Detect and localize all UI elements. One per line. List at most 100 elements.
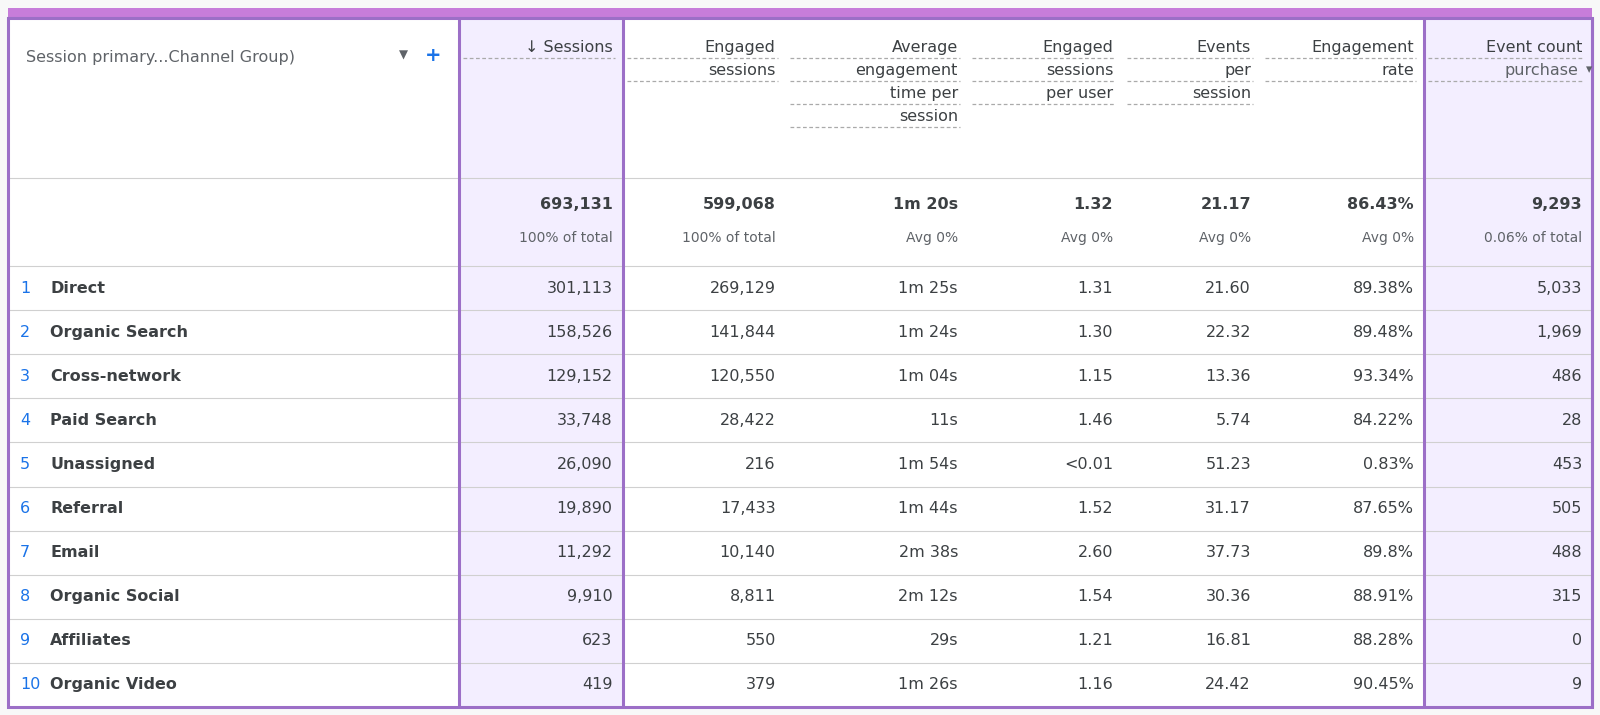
Text: 9: 9	[1571, 677, 1582, 692]
Text: 28,422: 28,422	[720, 413, 776, 428]
Text: 1.21: 1.21	[1077, 633, 1114, 649]
Text: Avg 0%: Avg 0%	[906, 231, 958, 245]
Text: 1m 26s: 1m 26s	[899, 677, 958, 692]
Text: Avg 0%: Avg 0%	[1061, 231, 1114, 245]
Text: 1m 24s: 1m 24s	[899, 325, 958, 340]
Text: 9,293: 9,293	[1531, 197, 1582, 212]
Text: 505: 505	[1552, 501, 1582, 516]
Text: 90.45%: 90.45%	[1354, 677, 1414, 692]
Text: Referral: Referral	[50, 501, 123, 516]
Text: 10: 10	[19, 677, 40, 692]
Text: 269,129: 269,129	[710, 280, 776, 295]
Text: 88.28%: 88.28%	[1354, 633, 1414, 649]
Bar	[459, 18, 622, 707]
Text: Avg 0%: Avg 0%	[1362, 231, 1414, 245]
Text: 11,292: 11,292	[557, 545, 613, 560]
Text: 17,433: 17,433	[720, 501, 776, 516]
Text: rate: rate	[1381, 63, 1414, 78]
Text: 31.17: 31.17	[1205, 501, 1251, 516]
Text: 453: 453	[1552, 457, 1582, 472]
Text: 5: 5	[19, 457, 30, 472]
Text: 2m 12s: 2m 12s	[899, 589, 958, 604]
Text: 120,550: 120,550	[710, 369, 776, 384]
Text: 6: 6	[19, 501, 30, 516]
Text: 7: 7	[19, 545, 30, 560]
Text: 550: 550	[746, 633, 776, 649]
Text: 1m 25s: 1m 25s	[899, 280, 958, 295]
Text: sessions: sessions	[709, 63, 776, 78]
Bar	[1424, 18, 1592, 707]
Text: 1.15: 1.15	[1077, 369, 1114, 384]
Text: ▾: ▾	[1582, 63, 1592, 76]
Text: 16.81: 16.81	[1205, 633, 1251, 649]
Text: 0.06% of total: 0.06% of total	[1483, 231, 1582, 245]
Text: session: session	[1192, 86, 1251, 101]
Text: 2m 38s: 2m 38s	[899, 545, 958, 560]
Text: 89.38%: 89.38%	[1354, 280, 1414, 295]
Text: 21.17: 21.17	[1200, 197, 1251, 212]
Text: sessions: sessions	[1046, 63, 1114, 78]
Text: Unassigned: Unassigned	[50, 457, 155, 472]
Text: Paid Search: Paid Search	[50, 413, 157, 428]
Text: 93.34%: 93.34%	[1354, 369, 1414, 384]
Text: 26,090: 26,090	[557, 457, 613, 472]
Text: Direct: Direct	[50, 280, 106, 295]
Text: 1,969: 1,969	[1536, 325, 1582, 340]
Text: 9,910: 9,910	[566, 589, 613, 604]
Text: 28: 28	[1562, 413, 1582, 428]
Text: 301,113: 301,113	[547, 280, 613, 295]
Text: 379: 379	[746, 677, 776, 692]
Text: per user: per user	[1046, 86, 1114, 101]
Text: 315: 315	[1552, 589, 1582, 604]
Text: Engaged: Engaged	[706, 40, 776, 55]
Text: ▼: ▼	[400, 49, 408, 62]
Text: 4: 4	[19, 413, 30, 428]
Text: 89.8%: 89.8%	[1363, 545, 1414, 560]
Text: 1: 1	[19, 280, 30, 295]
Text: Event count: Event count	[1486, 40, 1582, 55]
Text: 88.91%: 88.91%	[1354, 589, 1414, 604]
Text: 51.23: 51.23	[1205, 457, 1251, 472]
Text: 1.32: 1.32	[1074, 197, 1114, 212]
Text: Engaged: Engaged	[1042, 40, 1114, 55]
Text: Organic Search: Organic Search	[50, 325, 189, 340]
Text: 29s: 29s	[930, 633, 958, 649]
Text: 89.48%: 89.48%	[1354, 325, 1414, 340]
Text: 0.83%: 0.83%	[1363, 457, 1414, 472]
Text: 1m 04s: 1m 04s	[899, 369, 958, 384]
Text: ↓ Sessions: ↓ Sessions	[525, 40, 613, 55]
Text: time per: time per	[890, 86, 958, 101]
Text: engagement: engagement	[856, 63, 958, 78]
Text: 100% of total: 100% of total	[682, 231, 776, 245]
Text: 8,811: 8,811	[730, 589, 776, 604]
Text: Avg 0%: Avg 0%	[1198, 231, 1251, 245]
Text: +: +	[424, 46, 442, 65]
Text: 30.36: 30.36	[1205, 589, 1251, 604]
Text: purchase: purchase	[1504, 63, 1578, 78]
Text: 84.22%: 84.22%	[1354, 413, 1414, 428]
Text: 1m 20s: 1m 20s	[893, 197, 958, 212]
Text: 3: 3	[19, 369, 30, 384]
Text: 1.30: 1.30	[1078, 325, 1114, 340]
Text: 86.43%: 86.43%	[1347, 197, 1414, 212]
Text: 1m 44s: 1m 44s	[899, 501, 958, 516]
Text: 1.16: 1.16	[1077, 677, 1114, 692]
Text: 37.73: 37.73	[1205, 545, 1251, 560]
Text: 1m 54s: 1m 54s	[899, 457, 958, 472]
Text: session: session	[899, 109, 958, 124]
Text: 22.32: 22.32	[1205, 325, 1251, 340]
Text: 486: 486	[1552, 369, 1582, 384]
Text: 1.52: 1.52	[1077, 501, 1114, 516]
Text: 1.31: 1.31	[1077, 280, 1114, 295]
Text: 0: 0	[1571, 633, 1582, 649]
Text: Email: Email	[50, 545, 99, 560]
Text: 693,131: 693,131	[539, 197, 613, 212]
Text: 100% of total: 100% of total	[518, 231, 613, 245]
Text: 141,844: 141,844	[709, 325, 776, 340]
Text: 1.54: 1.54	[1077, 589, 1114, 604]
Text: 9: 9	[19, 633, 30, 649]
Text: 129,152: 129,152	[547, 369, 613, 384]
Text: Engagement: Engagement	[1312, 40, 1414, 55]
Text: <0.01: <0.01	[1064, 457, 1114, 472]
Text: 216: 216	[746, 457, 776, 472]
